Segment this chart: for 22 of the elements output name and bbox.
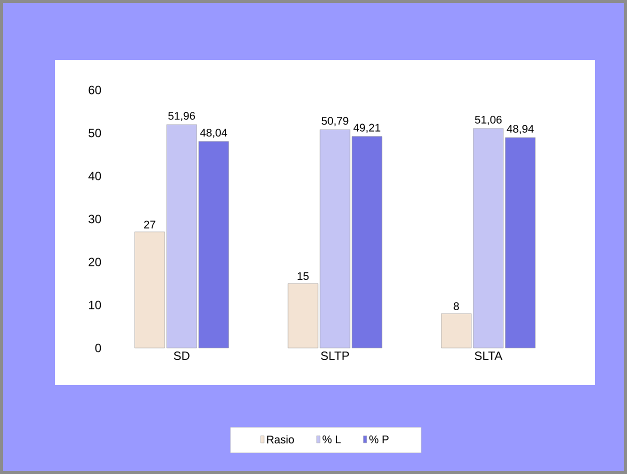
- data-label: 48,94: [506, 124, 534, 134]
- x-tick-label: SLTA: [474, 352, 502, 360]
- legend-label: % L: [322, 436, 341, 444]
- y-tick-label: 0: [95, 344, 102, 352]
- y-tick-label: 40: [88, 172, 102, 180]
- data-label: 15: [298, 272, 309, 280]
- x-tick-label: SLTP: [320, 352, 349, 360]
- y-tick-label: 10: [89, 300, 102, 310]
- data-label: 48,04: [200, 128, 228, 138]
- y-tick-label: 50: [88, 128, 102, 138]
- data-label: 27: [144, 220, 156, 228]
- data-label: 51,96: [168, 112, 195, 122]
- y-tick-label: 60: [88, 86, 102, 94]
- data-label: 49,21: [353, 124, 380, 133]
- y-tick-label: 20: [88, 258, 102, 266]
- data-label: 8: [454, 302, 459, 310]
- legend-label: % P: [369, 436, 389, 444]
- data-label: 50,79: [322, 116, 348, 126]
- y-tick-label: 30: [88, 214, 102, 224]
- x-tick-label: SD: [174, 352, 190, 360]
- legend-label: Rasio: [267, 435, 294, 444]
- data-label: 51,06: [475, 116, 502, 125]
